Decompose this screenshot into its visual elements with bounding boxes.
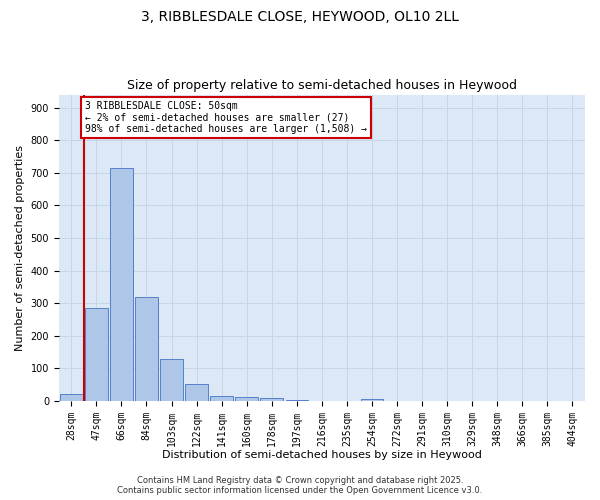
Bar (235, 397, 258, 401)
Title: Size of property relative to semi-detached houses in Heywood: Size of property relative to semi-detach… (127, 79, 517, 92)
Bar (135, 296, 158, 401)
Bar (211, 396, 233, 401)
Bar (260, 398, 283, 401)
Y-axis label: Number of semi-detached properties: Number of semi-detached properties (15, 144, 25, 350)
Bar (286, 400, 308, 401)
Text: Contains HM Land Registry data © Crown copyright and database right 2025.
Contai: Contains HM Land Registry data © Crown c… (118, 476, 482, 495)
Bar (60, 394, 83, 401)
Text: 3 RIBBLESDALE CLOSE: 50sqm
← 2% of semi-detached houses are smaller (27)
98% of : 3 RIBBLESDALE CLOSE: 50sqm ← 2% of semi-… (85, 101, 367, 134)
Text: 3, RIBBLESDALE CLOSE, HEYWOOD, OL10 2LL: 3, RIBBLESDALE CLOSE, HEYWOOD, OL10 2LL (141, 10, 459, 24)
X-axis label: Distribution of semi-detached houses by size in Heywood: Distribution of semi-detached houses by … (162, 450, 482, 460)
Bar (110, 168, 133, 401)
Bar (160, 359, 183, 401)
Bar (361, 398, 383, 401)
Bar (185, 384, 208, 401)
Bar (85, 308, 107, 401)
